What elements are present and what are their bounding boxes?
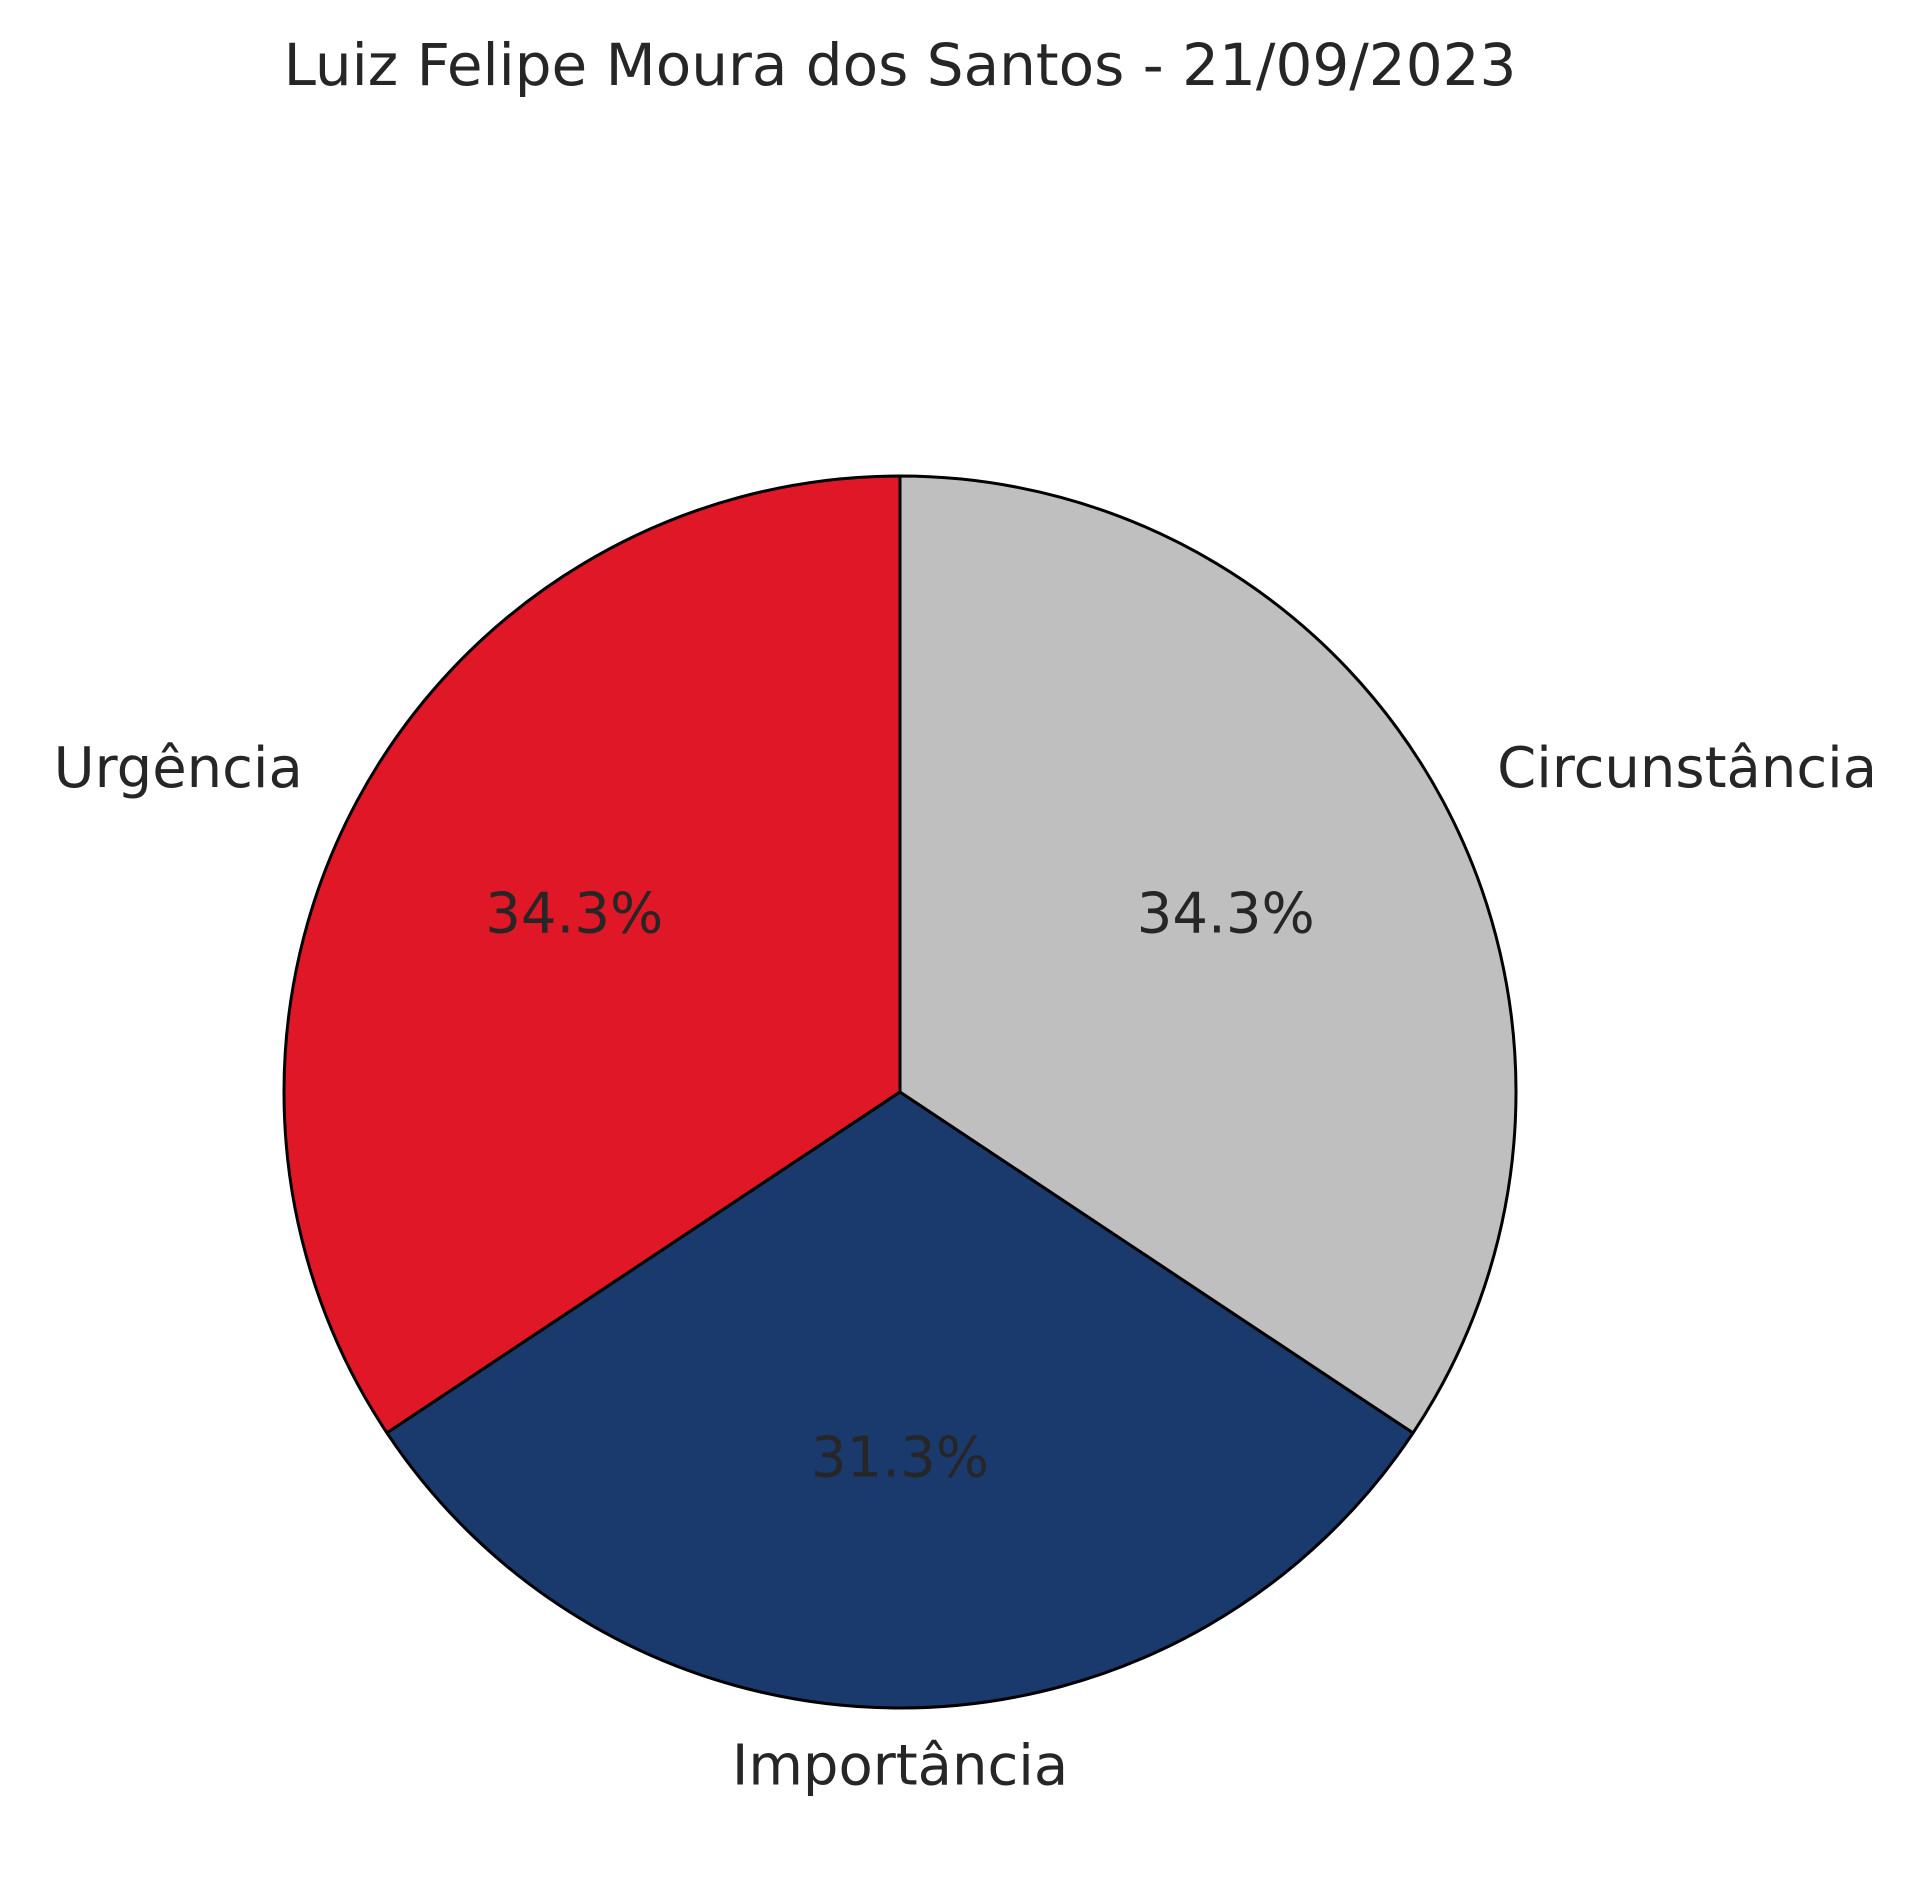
slice-label-0: Urgência [54,736,303,801]
pie-labels: Urgência 34.3% Importância 31.3% Circunstânc… [54,736,1877,1799]
pie-slice-1 [384,1090,1416,1710]
slice-pct-label-1: 31.3% [811,1426,989,1491]
pie-slices [282,474,1518,1710]
slice-pct-label-0: 34.3% [485,881,663,946]
slice-label-1: Importância [732,1734,1068,1799]
pie-slice-2 [898,474,1518,1436]
slice-pct-label-2: 34.3% [1137,881,1315,946]
slice-label-2: Circunstância [1497,736,1877,801]
chart-title: Luiz Felipe Moura dos Santos - 21/09/202… [284,31,1517,99]
